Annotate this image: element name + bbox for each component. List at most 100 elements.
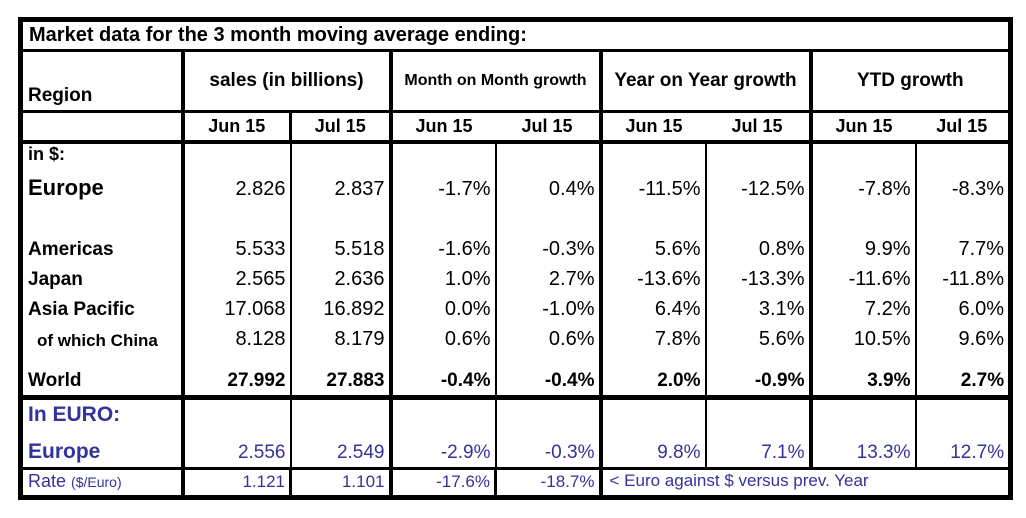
empty-cell [289,395,391,431]
row-europe-euro: Europe 2.556 2.549 -2.9% -0.3% 9.8% 7.1%… [21,430,1011,469]
value-cell: -11.8% [914,263,1011,294]
empty-cell [704,141,811,168]
value-cell: 5.533 [180,233,291,264]
value-cell: -1.0% [494,293,601,324]
value-cell: 9.6% [914,323,1011,354]
value-cell: -0.4% [494,366,601,398]
group-header-yoy-growth: Year on Year growth [598,50,811,113]
group-header-sales: sales (in billions) [180,50,391,113]
rate-label-text: Rate [28,471,67,492]
value-cell: 2.549 [289,430,391,469]
value-cell: 9.8% [598,430,706,469]
row-europe-usd: Europe 2.826 2.837 -1.7% 0.4% -11.5% -12… [21,167,1011,204]
empty-cell [598,203,706,234]
value-cell: 2.837 [289,167,391,204]
empty-cell [180,395,291,431]
usd-section-label: in $: [28,143,66,164]
empty-cell [180,141,291,168]
table-title: Market data for the 3 month moving avera… [20,19,1011,52]
value-cell: 7.7% [914,233,1011,264]
period-header: Jul 15 [915,111,1011,144]
value-cell: 5.6% [704,323,811,354]
region-column-header: Region [20,50,183,113]
value-cell: 2.0% [598,366,706,398]
value-cell: 8.128 [180,323,291,354]
empty-cell [598,395,706,431]
value-cell: 1.101 [289,467,391,498]
empty-cell [598,353,706,367]
region-label: of which China [37,330,158,350]
value-cell: 2.7% [914,366,1011,398]
value-cell: 3.9% [808,366,916,398]
value-cell: 0.0% [388,293,496,324]
row-world: World 27.992 27.883 -0.4% -0.4% 2.0% -0.… [21,366,1011,398]
value-cell: -0.3% [494,430,601,469]
region-label: Asia Pacific [28,298,135,320]
rate-label: Rate ($/Euro) [20,467,183,498]
value-cell: 27.883 [289,366,391,398]
value-cell: -11.5% [598,167,706,204]
value-cell: 7.1% [704,430,811,469]
empty-cell [21,204,183,234]
period-header: Jun 15 [180,111,291,144]
region-label: Americas [28,238,114,260]
empty-cell [21,354,183,367]
empty-cell [704,395,811,431]
group-header-mom-growth: Month on Month growth [388,50,601,113]
empty-cell [388,203,496,234]
value-cell: 1.121 [180,467,291,498]
empty-cell [808,353,916,367]
value-cell: -8.3% [914,167,1011,204]
value-cell: 27.992 [180,366,291,398]
value-cell: -11.6% [808,263,916,294]
value-cell: -0.3% [494,233,601,264]
empty-cell [704,353,811,367]
region-label: Japan [28,268,83,290]
empty-cell [914,353,1011,367]
value-cell: -12.5% [704,167,811,204]
value-cell: 1.0% [388,263,496,294]
title-row: Market data for the 3 month moving avera… [20,19,1011,52]
row-japan: Japan 2.565 2.636 1.0% 2.7% -13.6% -13.3… [21,263,1011,294]
spacer-row [21,353,1011,367]
value-cell: 5.6% [598,233,706,264]
value-cell: 10.5% [808,323,916,354]
period-header: Jun 15 [808,111,916,144]
value-cell: 7.2% [808,293,916,324]
row-americas: Americas 5.533 5.518 -1.6% -0.3% 5.6% 0.… [21,233,1011,264]
value-cell: 0.8% [704,233,811,264]
empty-cell [808,141,916,168]
value-cell: -18.7% [494,467,601,498]
value-cell: 2.636 [289,263,391,294]
row-of-which-china: of which China 8.128 8.179 0.6% 0.6% 7.8… [21,323,1011,354]
value-cell: 2.556 [180,430,291,469]
period-header: Jul 15 [495,111,601,144]
value-cell: 0.4% [494,167,601,204]
period-header: Jul 15 [705,111,811,144]
value-cell: 8.179 [289,323,391,354]
value-cell: -1.7% [388,167,496,204]
rate-note: < Euro against $ versus prev. Year [598,467,1011,498]
value-cell: 6.4% [598,293,706,324]
value-cell: 6.0% [914,293,1011,324]
row-exchange-rate: Rate ($/Euro) 1.121 1.101 -17.6% -18.7% … [20,467,1011,498]
period-header: Jul 15 [289,111,391,144]
region-label: Europe [28,439,101,463]
usd-section-label-row: in $: [21,141,1011,168]
empty-cell [494,353,601,367]
empty-cell [180,353,291,367]
value-cell: -13.3% [704,263,811,294]
group-header-ytd-growth: YTD growth [808,50,1011,113]
empty-cell [494,203,601,234]
value-cell: 7.8% [598,323,706,354]
value-cell: 16.892 [289,293,391,324]
value-cell: 12.7% [914,430,1011,469]
spacer-row [21,203,1011,234]
empty-cell [914,203,1011,234]
row-asia-pacific: Asia Pacific 17.068 16.892 0.0% -1.0% 6.… [21,293,1011,324]
value-cell: 9.9% [808,233,916,264]
market-data-table: Market data for the 3 month moving avera… [18,17,1014,500]
euro-section-label: In EURO: [20,395,183,431]
empty-cell [808,395,916,431]
empty-cell [598,141,706,168]
